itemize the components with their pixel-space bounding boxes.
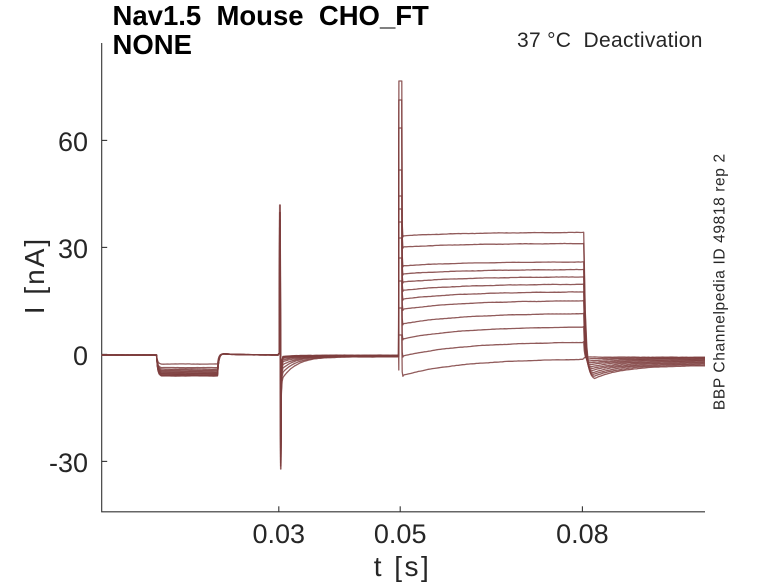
svg-text:BBP Channelpedia ID 49818 rep: BBP Channelpedia ID 49818 rep 2 xyxy=(711,153,728,410)
svg-text:I [nA]: I [nA] xyxy=(19,237,50,314)
